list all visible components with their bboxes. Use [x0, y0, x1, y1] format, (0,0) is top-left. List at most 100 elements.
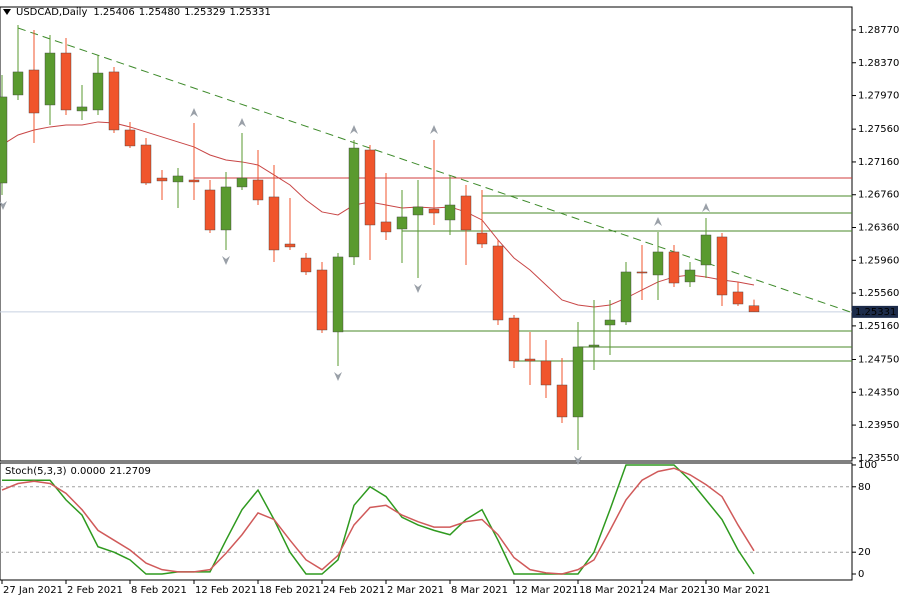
fractal-down — [0, 200, 7, 210]
candle-body — [380, 221, 392, 233]
candle-body — [508, 317, 520, 362]
candle-body — [76, 106, 88, 112]
candle-body — [300, 257, 312, 273]
main-value: 0.0000 — [70, 466, 105, 477]
candle-body — [572, 346, 584, 418]
candle-body — [124, 129, 136, 147]
candle-body — [540, 360, 552, 386]
candle-body — [44, 52, 56, 106]
candle-body — [460, 195, 472, 231]
candle-body — [236, 177, 248, 188]
candle-body — [252, 179, 264, 201]
fractal-up — [238, 118, 246, 128]
price-tag-label: 1.25331 — [855, 307, 896, 318]
x-tick-label: 24 Mar 2021 — [643, 585, 706, 596]
x-tick-label: 12 Mar 2021 — [515, 585, 578, 596]
y-tick-label: 0 — [858, 569, 864, 580]
x-tick-label: 18 Mar 2021 — [579, 585, 642, 596]
trendline — [17, 27, 851, 313]
x-tick-label: 8 Mar 2021 — [451, 585, 508, 596]
candle-body — [716, 236, 728, 296]
candle-body — [220, 186, 232, 231]
candle-body — [428, 208, 440, 214]
signal-value: 21.2709 — [109, 466, 150, 477]
candle-body — [140, 144, 152, 184]
y-tick-label: 100 — [858, 460, 877, 471]
fractal-up — [654, 216, 662, 226]
main-panel — [0, 6, 853, 462]
y-tick-label: 1.28770 — [858, 25, 899, 36]
x-tick-label: 8 Feb 2021 — [131, 585, 187, 596]
x-tick-label: 18 Feb 2021 — [259, 585, 321, 596]
x-tick-label: 30 Mar 2021 — [707, 585, 770, 596]
candle-body — [396, 216, 408, 230]
y-tick-label: 1.25560 — [858, 288, 899, 299]
y-tick-label: 80 — [858, 482, 871, 493]
price-tag — [852, 305, 898, 318]
fractal-down — [574, 455, 582, 465]
candle-body — [108, 71, 120, 131]
candle-body — [172, 175, 184, 183]
candle-body — [316, 269, 328, 331]
candle-body — [444, 204, 456, 221]
fractal-up — [350, 124, 358, 134]
candle-body — [156, 177, 168, 182]
x-tick-label: 12 Feb 2021 — [195, 585, 257, 596]
y-tick-label: 1.24350 — [858, 387, 899, 398]
candle-body — [492, 245, 504, 321]
candle-body — [556, 384, 568, 418]
candle-body — [732, 291, 744, 305]
y-tick-label: 1.25160 — [858, 321, 899, 332]
candle-body — [748, 305, 760, 313]
x-tick-label: 27 Jan 2021 — [3, 585, 63, 596]
x-tick-label: 24 Feb 2021 — [323, 585, 385, 596]
y-tick-label: 1.24750 — [858, 355, 899, 366]
candle-body — [332, 256, 344, 333]
candle-body — [684, 269, 696, 283]
y-tick-label: 1.28370 — [858, 58, 899, 69]
stoch-panel — [0, 462, 853, 581]
y-tick-label: 1.26360 — [858, 223, 899, 234]
stoch-title: Stoch(5,3,3) 0.0000 21.2709 — [5, 466, 151, 477]
candle-body — [12, 71, 24, 96]
candle-body — [620, 271, 632, 323]
candle-body — [284, 243, 296, 248]
fractal-up — [190, 108, 198, 118]
y-tick-label: 20 — [858, 547, 871, 558]
y-tick-label: 1.23550 — [858, 453, 899, 464]
y-tick-label: 1.23950 — [858, 420, 899, 431]
y-tick-label: 1.25960 — [858, 255, 899, 266]
candle-body — [0, 96, 8, 184]
candle-body — [364, 149, 376, 226]
candle-body — [268, 196, 280, 251]
y-tick-label: 1.27560 — [858, 124, 899, 135]
high-value: 1.25480 — [139, 7, 180, 18]
candle-body — [348, 147, 360, 258]
candle-body — [60, 52, 72, 111]
low-value: 1.25329 — [184, 7, 225, 18]
fractal-down — [414, 284, 422, 294]
stoch-line — [2, 464, 755, 575]
candle-body — [524, 358, 536, 362]
indicator-name: Stoch(5,3,3) — [5, 466, 67, 477]
candle-body — [92, 72, 104, 111]
candle-body — [476, 232, 488, 245]
fractal-up — [702, 203, 710, 213]
candle-body — [204, 189, 216, 231]
close-value: 1.25331 — [229, 7, 270, 18]
y-tick-label: 1.26760 — [858, 190, 899, 201]
menu-triangle — [3, 9, 11, 15]
chart-title: USDCAD,Daily 1.25406 1.25480 1.25329 1.25331 — [16, 7, 271, 18]
candle-body — [668, 251, 680, 284]
symbol: USDCAD,Daily — [16, 7, 87, 18]
x-tick-label: 2 Mar 2021 — [387, 585, 444, 596]
y-tick-label: 1.27160 — [858, 157, 899, 168]
candle-body — [188, 179, 200, 183]
fractal-up — [430, 124, 438, 134]
fractal-down — [334, 371, 342, 381]
candle-body — [700, 234, 712, 266]
candle-body — [588, 344, 600, 348]
stoch-line — [1, 467, 755, 575]
